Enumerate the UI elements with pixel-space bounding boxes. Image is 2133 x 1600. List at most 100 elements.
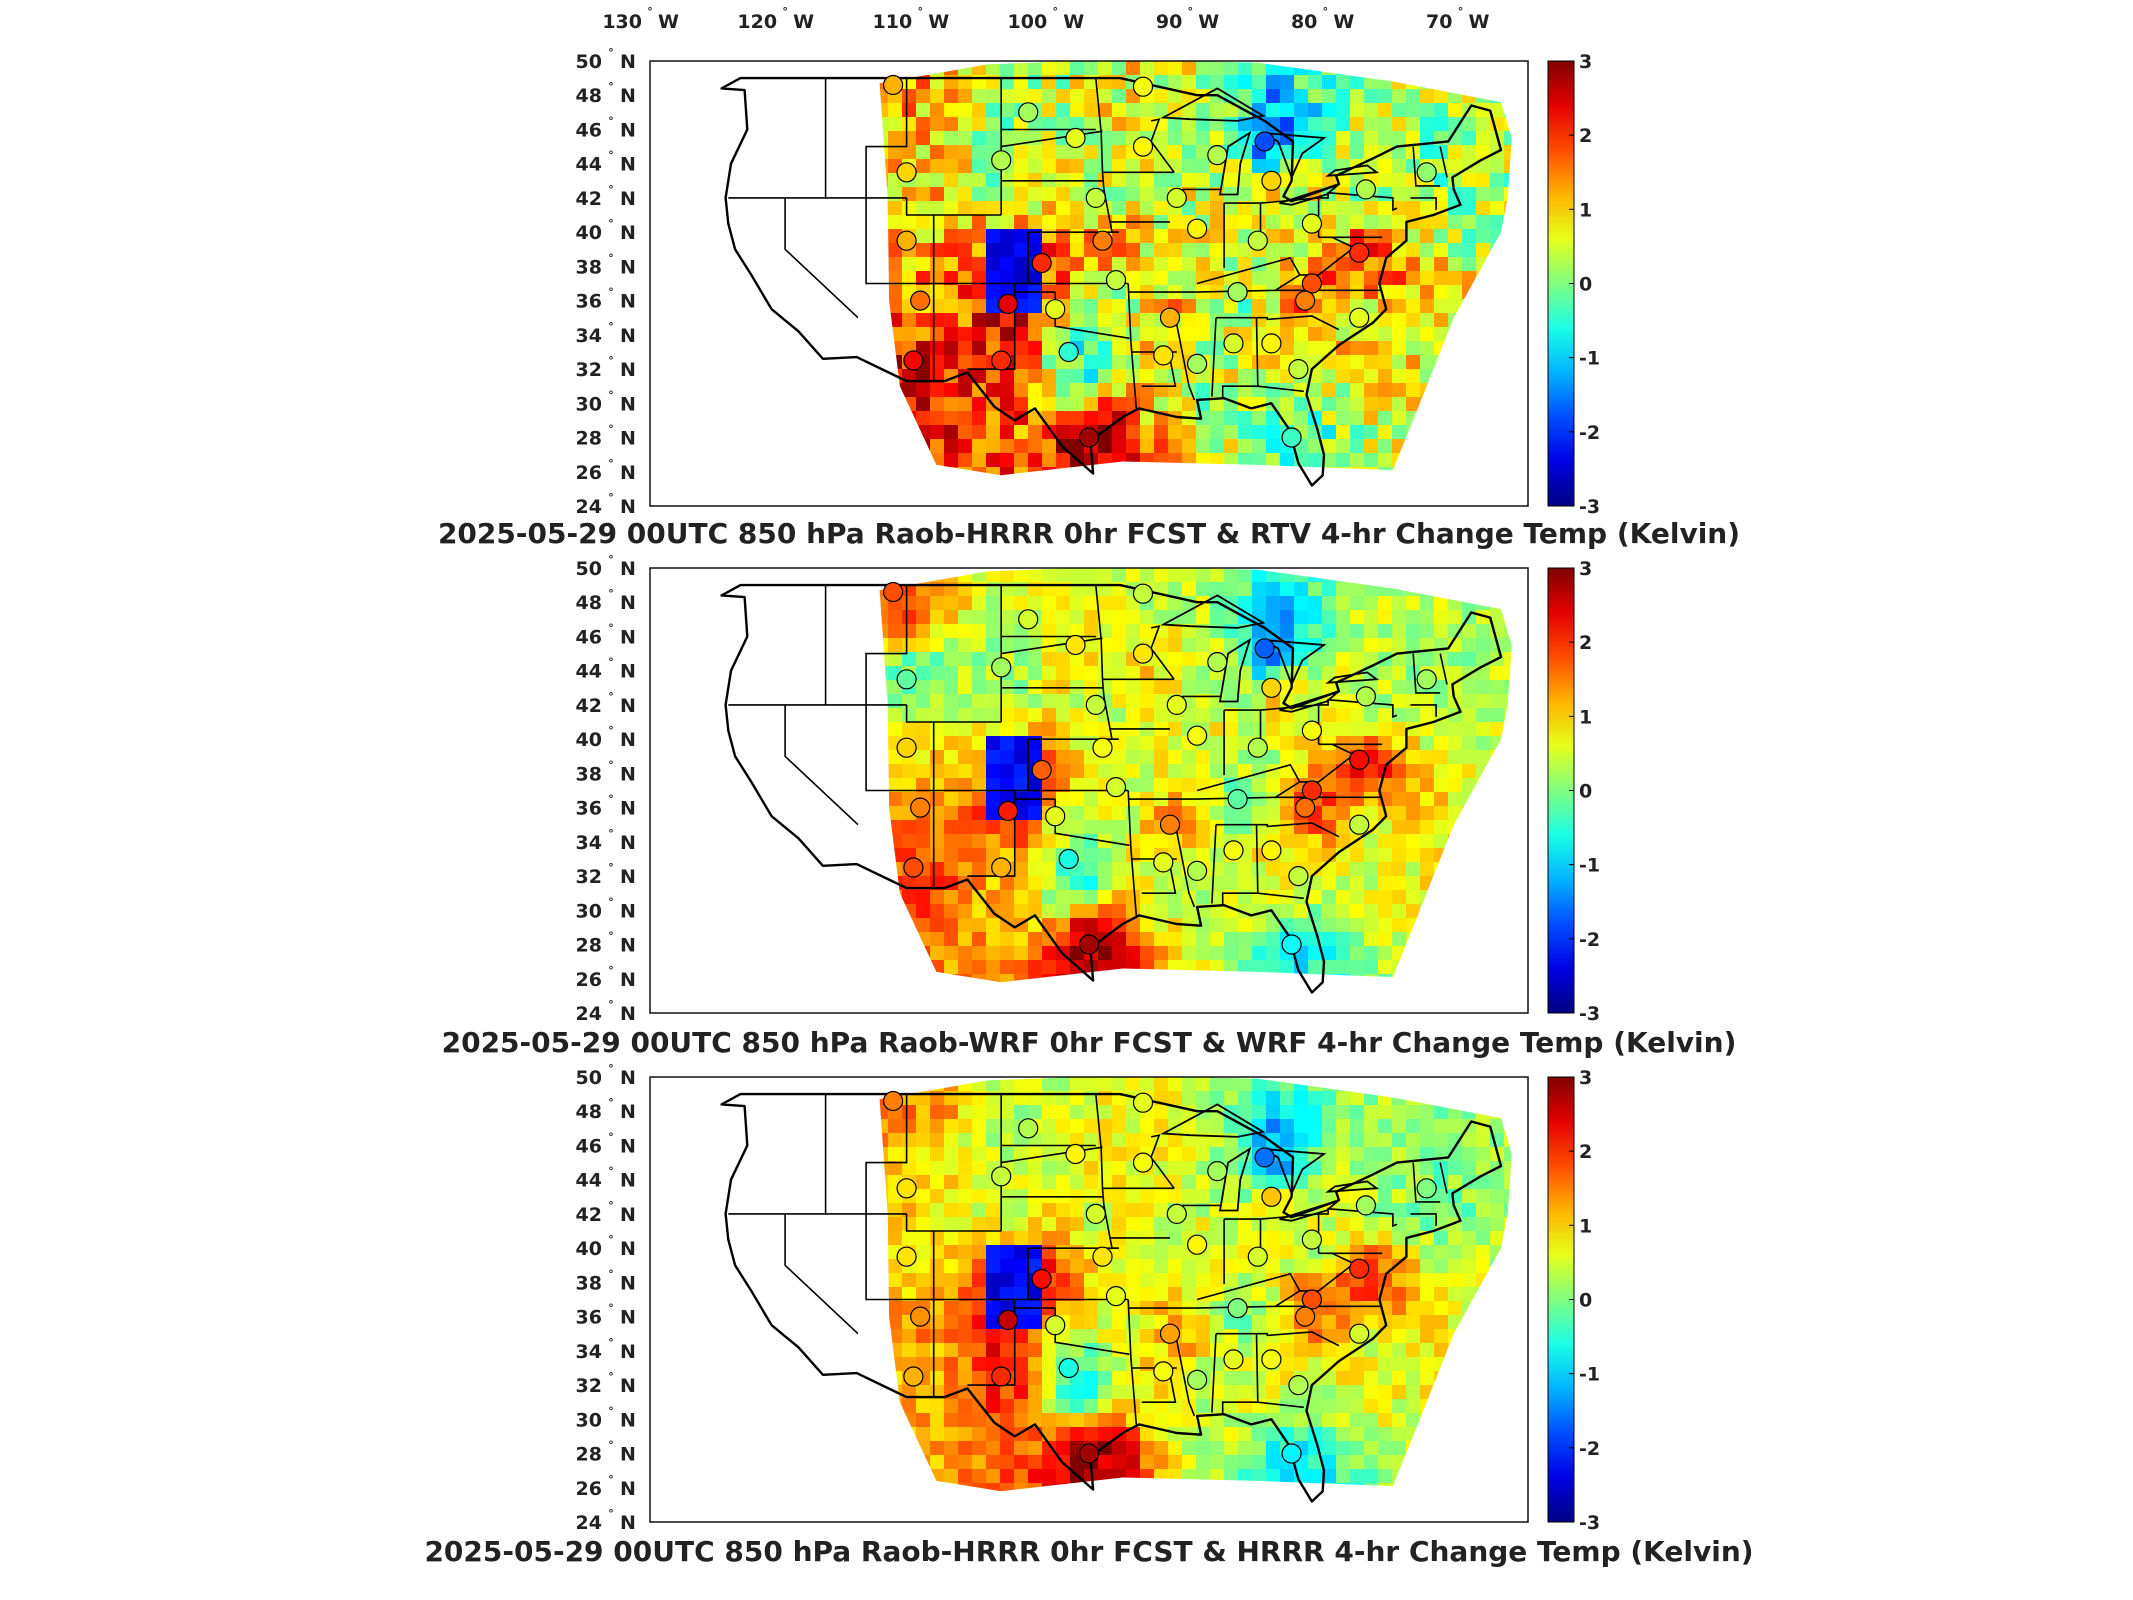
lat-tick-label: 50 — [576, 51, 602, 73]
colorbar-tick-label: 2 — [1579, 632, 1592, 654]
lat-tick-label: 38 — [576, 763, 602, 785]
raob-station — [1031, 252, 1052, 274]
raob-station — [896, 737, 917, 758]
raob-station — [1031, 1268, 1052, 1290]
degree-mark: ° — [608, 998, 614, 1011]
lat-tick-label: 26 — [576, 1478, 602, 1500]
raob-station — [991, 350, 1012, 371]
map-border — [649, 567, 1529, 1014]
degree-mark: ° — [608, 457, 614, 470]
lat-hemi-label: N — [620, 393, 636, 415]
raob-station — [1186, 860, 1208, 882]
raob-station — [1186, 353, 1208, 374]
raob-station — [1261, 1349, 1282, 1370]
great-lake — [1325, 164, 1380, 177]
lat-tick-label: 38 — [576, 1272, 602, 1294]
great-lake — [1160, 1103, 1266, 1138]
degree-mark: ° — [1188, 5, 1194, 18]
raob-station — [1159, 814, 1181, 835]
raob-station — [1261, 677, 1282, 698]
lat-hemi-label: N — [620, 325, 636, 347]
degree-mark: ° — [917, 5, 923, 18]
state-boundary — [1174, 824, 1196, 908]
raob-station — [1078, 427, 1100, 448]
lon-axis: 130 ° W 120 ° W 110 ° W 100 ° W 90 ° W 80 ° W 70 ° W — [602, 5, 1489, 33]
raob-station — [1261, 170, 1282, 191]
raob-station — [1355, 686, 1377, 707]
lat-hemi-label: N — [620, 1512, 636, 1534]
lat-tick-label: 46 — [576, 627, 602, 649]
raob-station — [1301, 1229, 1323, 1250]
state-boundary — [1410, 197, 1437, 210]
state-boundary — [1127, 283, 1138, 409]
degree-mark: ° — [608, 115, 614, 128]
degree-mark: ° — [608, 491, 614, 504]
raob-station — [1153, 1361, 1174, 1382]
lat-tick-label: 32 — [576, 866, 602, 888]
great-lake — [1279, 1199, 1340, 1222]
state-boundary — [1150, 1134, 1175, 1189]
degree-mark: ° — [608, 793, 614, 806]
lon-hemi-label: W — [1198, 11, 1219, 33]
raob-station — [910, 1306, 931, 1327]
degree-mark: ° — [608, 1336, 614, 1349]
state-boundary — [1412, 146, 1441, 187]
lon-tick-label: 90 — [1156, 11, 1182, 33]
lat-tick-label: 44 — [576, 154, 602, 176]
raob-station — [1416, 1178, 1437, 1199]
lat-tick-label: 24 — [576, 1003, 602, 1025]
degree-mark: ° — [608, 80, 614, 93]
raob-station — [1261, 840, 1282, 861]
colorbar-tick-label: 3 — [1579, 51, 1592, 73]
degree-mark: ° — [608, 320, 614, 333]
degree-mark: ° — [1323, 5, 1329, 18]
degree-mark: ° — [608, 46, 614, 59]
raob-station — [1247, 1246, 1268, 1267]
degree-mark: ° — [1458, 5, 1464, 18]
lat-hemi-label: N — [620, 1067, 636, 1089]
lat-hemi-label: N — [620, 1409, 636, 1431]
colorbar-tick-label: -1 — [1579, 855, 1600, 877]
raob-station — [882, 1090, 904, 1112]
raob-station — [910, 290, 931, 311]
degree-mark: ° — [608, 827, 614, 840]
degree-mark: ° — [608, 758, 614, 771]
raob-station — [1261, 1186, 1282, 1207]
lat-tick-label: 30 — [576, 900, 602, 922]
lon-hemi-label: W — [793, 11, 814, 33]
lat-hemi-label: N — [620, 1170, 636, 1192]
raob-station — [1355, 179, 1377, 200]
raob-station — [1092, 737, 1113, 758]
raob-station — [1247, 737, 1268, 758]
raob-station — [1186, 725, 1208, 746]
raob-station — [1105, 776, 1127, 798]
colorbar-tick-label: 0 — [1579, 274, 1592, 296]
colorbar-tick-label: 0 — [1579, 1290, 1592, 1312]
lat-hemi-label: N — [620, 428, 636, 450]
degree-mark: ° — [782, 5, 788, 18]
colorbar-tick-label: -2 — [1579, 929, 1600, 951]
lat-hemi-label: N — [620, 866, 636, 888]
raob-station — [1349, 1323, 1370, 1344]
state-boundary — [1174, 317, 1196, 401]
raob-station — [991, 657, 1012, 678]
colorbar-tick-label: 0 — [1579, 781, 1592, 803]
raob-station — [1301, 720, 1323, 741]
raob-station — [1058, 1357, 1079, 1379]
raob-station — [1085, 187, 1106, 208]
state-boundary — [1221, 317, 1259, 399]
panel-title: 2025-05-29 00UTC 850 hPa Raob-WRF 0hr FC… — [442, 1026, 1737, 1059]
state-boundary — [1174, 1333, 1196, 1417]
raob-station — [1018, 102, 1039, 123]
map-panel: 50 ° N48 ° N46 ° N44 ° N42 ° N40 ° N38 ° N36 ° N34 ° N32 ° N… — [424, 1062, 1753, 1568]
state-boundary — [1211, 317, 1217, 397]
state-boundary — [1001, 130, 1103, 148]
raob-station — [1132, 1152, 1154, 1173]
raob-station — [1078, 934, 1100, 955]
lat-hemi-label: N — [620, 256, 636, 278]
state-boundary — [1412, 653, 1441, 694]
raob-station — [1355, 1195, 1377, 1216]
raob-station — [1227, 282, 1248, 303]
lat-hemi-label: N — [620, 1444, 636, 1466]
colorbar-tick-label: 2 — [1579, 125, 1592, 147]
